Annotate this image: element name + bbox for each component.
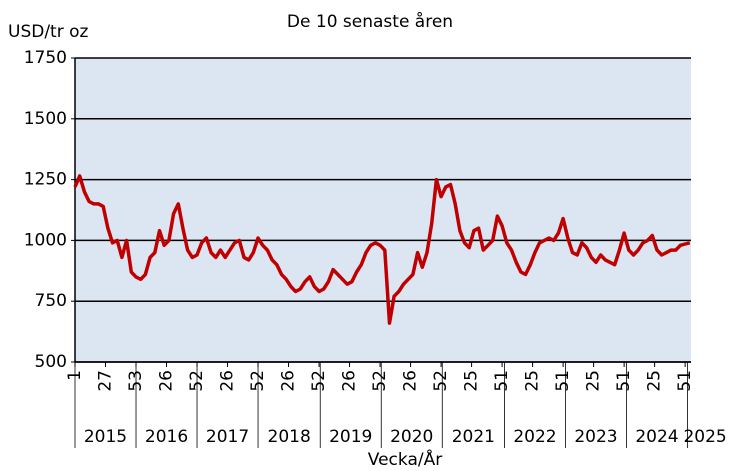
y-tick-label: 1250 (24, 170, 67, 190)
x-tick-label: 25 (462, 370, 482, 392)
y-tick-label: 1750 (24, 48, 67, 68)
x-tick-label: 26 (279, 370, 299, 392)
x-tick-label: 51 (614, 370, 634, 392)
year-label: 2015 (84, 427, 127, 447)
x-tick-label: 25 (645, 370, 665, 392)
plot-background (75, 58, 691, 362)
x-tick-label: 52 (309, 370, 329, 392)
year-label: 2022 (513, 427, 556, 447)
year-label: 2018 (268, 427, 311, 447)
x-tick-label: 52 (431, 370, 451, 392)
x-tick-label: 26 (401, 370, 421, 392)
year-label: 2025 (683, 427, 726, 447)
y-tick-label: 1500 (24, 109, 67, 129)
x-tick-label: 51 (492, 370, 512, 392)
x-tick-label: 52 (370, 370, 390, 392)
y-tick-label: 750 (35, 291, 67, 311)
year-label: 2021 (452, 427, 495, 447)
y-axis-label: USD/tr oz (8, 22, 89, 42)
x-tick-label: 26 (218, 370, 238, 392)
year-label: 2019 (329, 427, 372, 447)
x-tick-label: 26 (340, 370, 360, 392)
chart-title: De 10 senaste åren (287, 11, 453, 32)
x-axis-label: Vecka/År (368, 448, 442, 470)
x-tick-label: 26 (157, 370, 177, 392)
year-label: 2017 (206, 427, 249, 447)
year-label: 2023 (574, 427, 617, 447)
year-label: 2020 (390, 427, 433, 447)
year-label: 2024 (635, 427, 678, 447)
price-line (73, 174, 691, 325)
y-tick-label: 1000 (24, 230, 67, 250)
y-tick-label: 500 (35, 352, 67, 372)
x-tick-label: 51 (675, 370, 695, 392)
x-tick-label: 25 (523, 370, 543, 392)
year-label: 2016 (145, 427, 188, 447)
x-tick-label: 51 (553, 370, 573, 392)
x-tick-label: 25 (584, 370, 604, 392)
x-tick-label: 27 (96, 370, 116, 392)
